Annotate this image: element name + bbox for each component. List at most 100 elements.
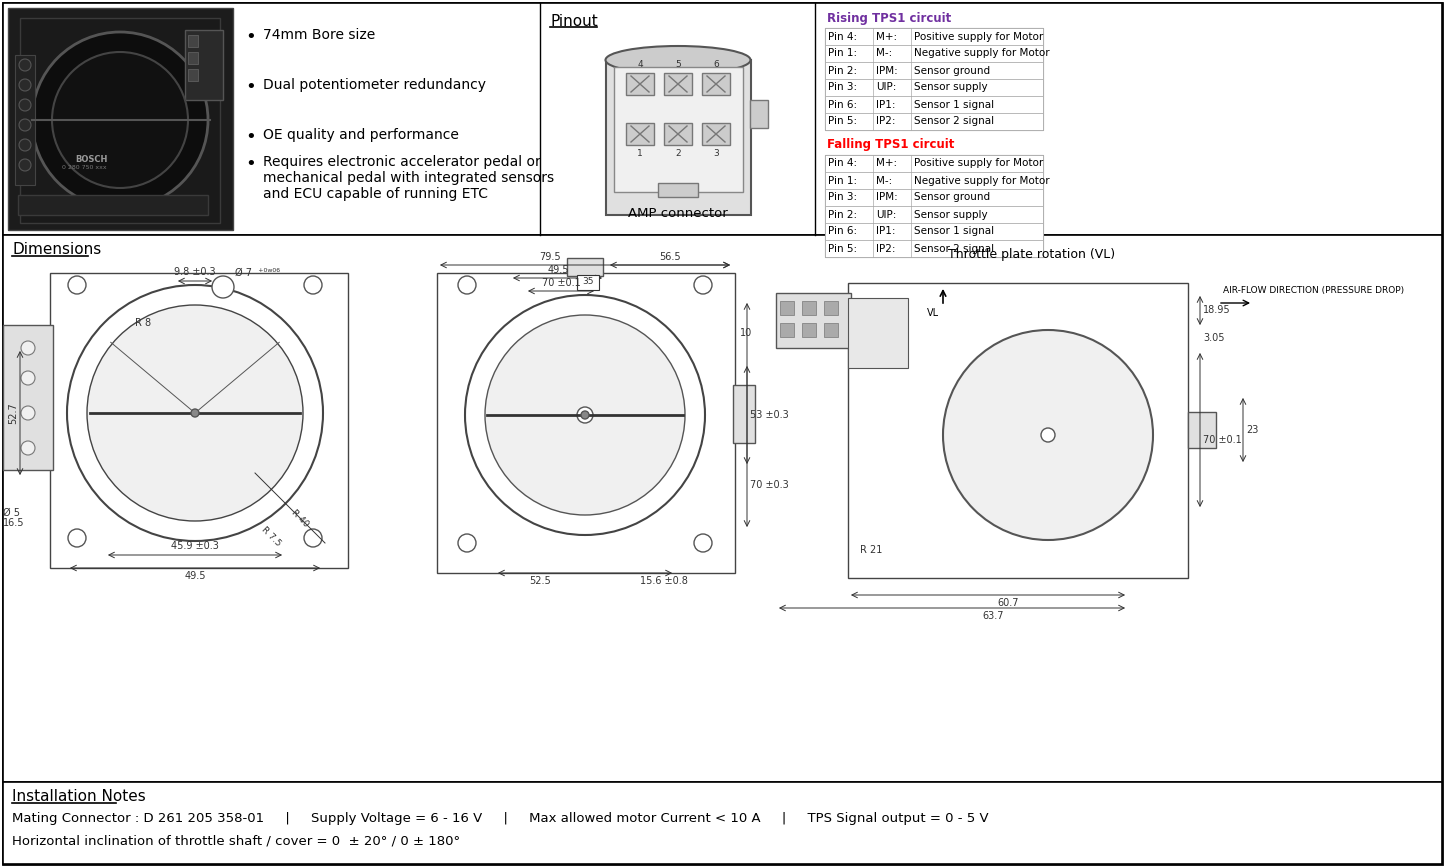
Text: Sensor 1 signal: Sensor 1 signal <box>915 226 994 237</box>
Text: 56.5: 56.5 <box>659 252 681 262</box>
Text: 79.5: 79.5 <box>539 252 561 262</box>
Text: 70 ±0.1: 70 ±0.1 <box>1204 435 1241 445</box>
Bar <box>702 123 730 145</box>
Text: R 7.5: R 7.5 <box>260 525 283 548</box>
Circle shape <box>19 119 30 131</box>
Text: Pin 4:: Pin 4: <box>828 159 857 168</box>
Bar <box>566 258 603 276</box>
Text: 6: 6 <box>714 60 718 69</box>
Text: Rising TPS1 circuit: Rising TPS1 circuit <box>827 12 951 25</box>
Text: Sensor 1 signal: Sensor 1 signal <box>915 100 994 109</box>
Circle shape <box>191 409 199 417</box>
Text: Pin 5:: Pin 5: <box>828 116 857 127</box>
Circle shape <box>52 52 188 188</box>
Bar <box>825 28 1043 45</box>
Bar <box>825 45 1043 62</box>
Text: Sensor 2 signal: Sensor 2 signal <box>915 244 994 253</box>
Bar <box>733 385 754 443</box>
Text: 10: 10 <box>740 328 753 338</box>
Text: IP1:: IP1: <box>876 226 896 237</box>
Circle shape <box>22 441 35 455</box>
Bar <box>825 28 1043 130</box>
Bar <box>3 235 1442 782</box>
Bar <box>824 323 838 337</box>
Text: 60.7: 60.7 <box>997 598 1019 608</box>
Text: UIP:: UIP: <box>876 82 896 93</box>
Text: Pin 3:: Pin 3: <box>828 82 857 93</box>
Circle shape <box>694 276 712 294</box>
Text: 74mm Bore size: 74mm Bore size <box>263 28 376 42</box>
Circle shape <box>694 534 712 552</box>
Text: 2: 2 <box>675 149 681 158</box>
Ellipse shape <box>605 46 750 74</box>
Circle shape <box>22 406 35 420</box>
Bar <box>848 298 907 368</box>
Text: 70 ±0.1: 70 ±0.1 <box>542 278 581 288</box>
Text: M-:: M-: <box>876 49 892 58</box>
Text: M+:: M+: <box>876 31 897 42</box>
Circle shape <box>486 315 685 515</box>
Text: 63.7: 63.7 <box>983 611 1004 621</box>
Text: 1: 1 <box>637 149 643 158</box>
Text: Pin 2:: Pin 2: <box>828 210 857 219</box>
Bar <box>780 323 793 337</box>
Bar <box>825 206 1043 223</box>
Text: 3.05: 3.05 <box>1204 333 1224 343</box>
Text: IP2:: IP2: <box>876 116 896 127</box>
Text: Pin 5:: Pin 5: <box>828 244 857 253</box>
Bar <box>605 60 751 215</box>
Circle shape <box>87 305 303 521</box>
Bar <box>750 100 767 128</box>
Circle shape <box>212 276 234 298</box>
Text: Horizontal inclination of throttle shaft / cover = 0  ± 20° / 0 ± 180°: Horizontal inclination of throttle shaft… <box>12 835 460 848</box>
Text: 49.5: 49.5 <box>548 265 569 275</box>
Text: Dual potentiometer redundancy: Dual potentiometer redundancy <box>263 78 486 92</box>
Text: R 21: R 21 <box>860 545 883 555</box>
Bar <box>665 123 692 145</box>
Text: 45.9 ±0.3: 45.9 ±0.3 <box>171 541 220 551</box>
Bar <box>825 189 1043 206</box>
Bar <box>848 283 1188 578</box>
Text: Sensor ground: Sensor ground <box>915 192 990 203</box>
Circle shape <box>68 529 87 547</box>
Text: 16.5: 16.5 <box>3 518 25 528</box>
Text: M-:: M-: <box>876 175 892 186</box>
Circle shape <box>465 295 705 535</box>
Text: •: • <box>246 28 256 46</box>
Text: IPM:: IPM: <box>876 66 897 75</box>
Bar <box>780 301 793 315</box>
Text: Throttle plate rotation (VL): Throttle plate rotation (VL) <box>948 248 1116 261</box>
Bar <box>188 52 198 64</box>
Text: BOSCH: BOSCH <box>75 155 107 164</box>
Bar <box>825 172 1043 189</box>
Text: Sensor supply: Sensor supply <box>915 82 987 93</box>
Text: 49.5: 49.5 <box>185 571 205 581</box>
Text: 3: 3 <box>714 149 718 158</box>
Bar <box>577 275 600 290</box>
Bar <box>185 30 223 100</box>
Bar <box>657 183 698 197</box>
Circle shape <box>581 411 590 419</box>
Text: OE quality and performance: OE quality and performance <box>263 128 460 142</box>
Text: Pin 4:: Pin 4: <box>828 31 857 42</box>
Bar <box>825 62 1043 79</box>
Bar <box>802 301 816 315</box>
Bar <box>14 55 35 185</box>
Circle shape <box>22 341 35 355</box>
Bar <box>3 325 53 470</box>
Bar <box>665 73 692 95</box>
Circle shape <box>458 276 475 294</box>
Text: VL: VL <box>926 308 939 318</box>
Text: Ø 5: Ø 5 <box>3 508 20 518</box>
Text: IP2:: IP2: <box>876 244 896 253</box>
Text: Pin 6:: Pin 6: <box>828 226 857 237</box>
Circle shape <box>944 330 1153 540</box>
Bar <box>626 73 655 95</box>
Text: Pinout: Pinout <box>551 14 598 29</box>
Circle shape <box>1040 428 1055 442</box>
Text: Pin 1:: Pin 1: <box>828 175 857 186</box>
Bar <box>626 123 655 145</box>
Circle shape <box>303 529 322 547</box>
Circle shape <box>577 407 592 423</box>
Text: Falling TPS1 circuit: Falling TPS1 circuit <box>827 138 954 151</box>
